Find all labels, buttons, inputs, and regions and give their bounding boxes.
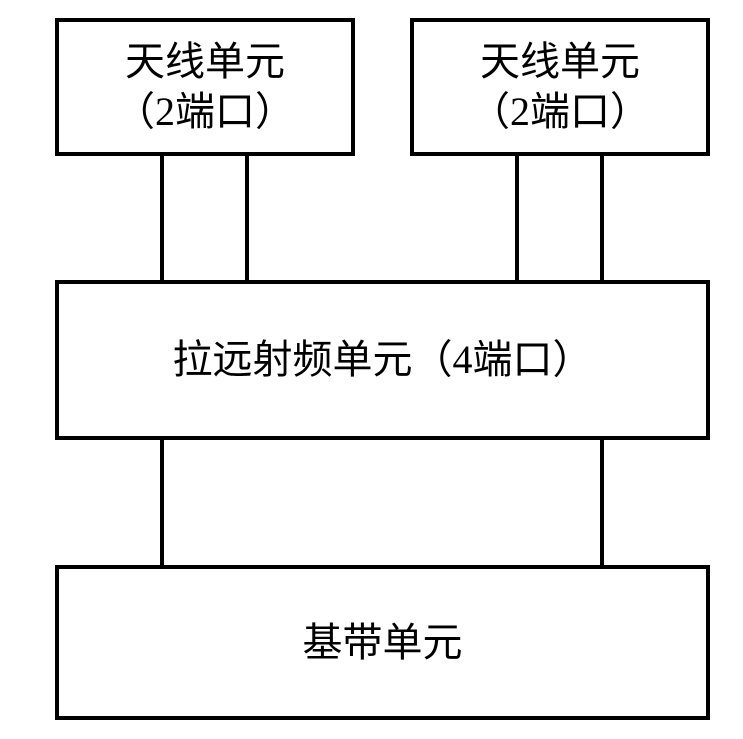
node-antenna-right: 天线单元 （2端口） bbox=[410, 18, 710, 156]
edge-2 bbox=[515, 156, 519, 280]
edge-3 bbox=[600, 156, 604, 280]
node-antenna-right-line2: （2端口） bbox=[470, 87, 650, 137]
node-antenna-right-line1: 天线单元 bbox=[480, 37, 640, 87]
node-bbu: 基带单元 bbox=[55, 565, 710, 720]
edge-5 bbox=[600, 440, 604, 565]
edge-1 bbox=[245, 156, 249, 280]
edge-4 bbox=[160, 440, 164, 565]
node-rru: 拉远射频单元（4端口） bbox=[55, 280, 710, 440]
node-bbu-line1: 基带单元 bbox=[303, 618, 463, 668]
diagram-canvas: 天线单元 （2端口） 天线单元 （2端口） 拉远射频单元（4端口） 基带单元 bbox=[0, 0, 743, 739]
node-antenna-left-line1: 天线单元 bbox=[125, 37, 285, 87]
node-rru-line1: 拉远射频单元（4端口） bbox=[173, 335, 593, 385]
node-antenna-left-line2: （2端口） bbox=[115, 87, 295, 137]
node-antenna-left: 天线单元 （2端口） bbox=[55, 18, 355, 156]
edge-0 bbox=[160, 156, 164, 280]
